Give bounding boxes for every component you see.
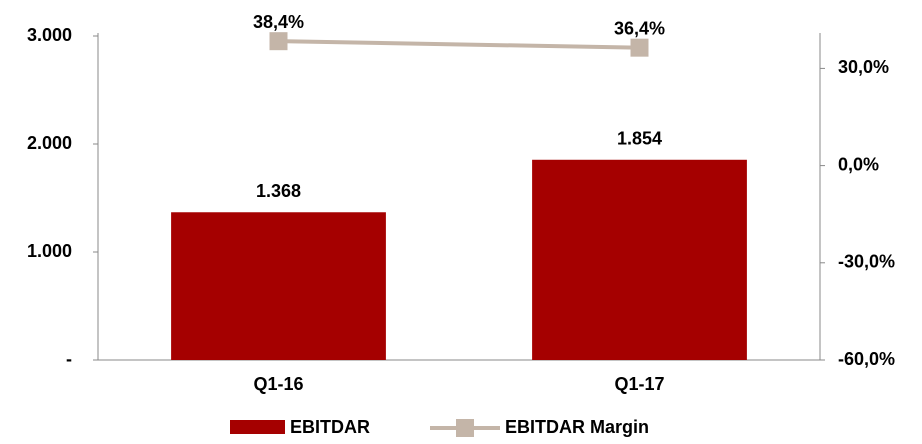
- bar: [171, 212, 386, 360]
- legend-marker: [456, 419, 474, 437]
- x-tick-label: Q1-16: [253, 374, 303, 394]
- data-label: 36,4%: [614, 18, 665, 38]
- x-tick-label: Q1-17: [614, 374, 664, 394]
- data-label: 38,4%: [253, 12, 304, 32]
- legend-label: EBITDAR: [290, 417, 370, 437]
- y2-tick-label: 0,0%: [838, 154, 879, 174]
- data-label: 1.854: [617, 129, 662, 149]
- y-tick-label: 2.000: [27, 133, 72, 153]
- legend-label: EBITDAR Margin: [505, 417, 649, 437]
- y2-tick-label: 30,0%: [838, 57, 889, 77]
- y-tick-label: -: [66, 349, 72, 369]
- data-label: 1.368: [256, 181, 301, 201]
- marker: [630, 38, 649, 57]
- y2-tick-label: -30,0%: [838, 252, 895, 272]
- marker: [269, 32, 288, 51]
- y-tick-label: 3.000: [27, 25, 72, 45]
- y-tick-label: 1.000: [27, 241, 72, 261]
- bar: [532, 159, 747, 360]
- line: [278, 39, 640, 50]
- legend-swatch: [230, 420, 285, 434]
- y2-tick-label: -60,0%: [838, 349, 895, 369]
